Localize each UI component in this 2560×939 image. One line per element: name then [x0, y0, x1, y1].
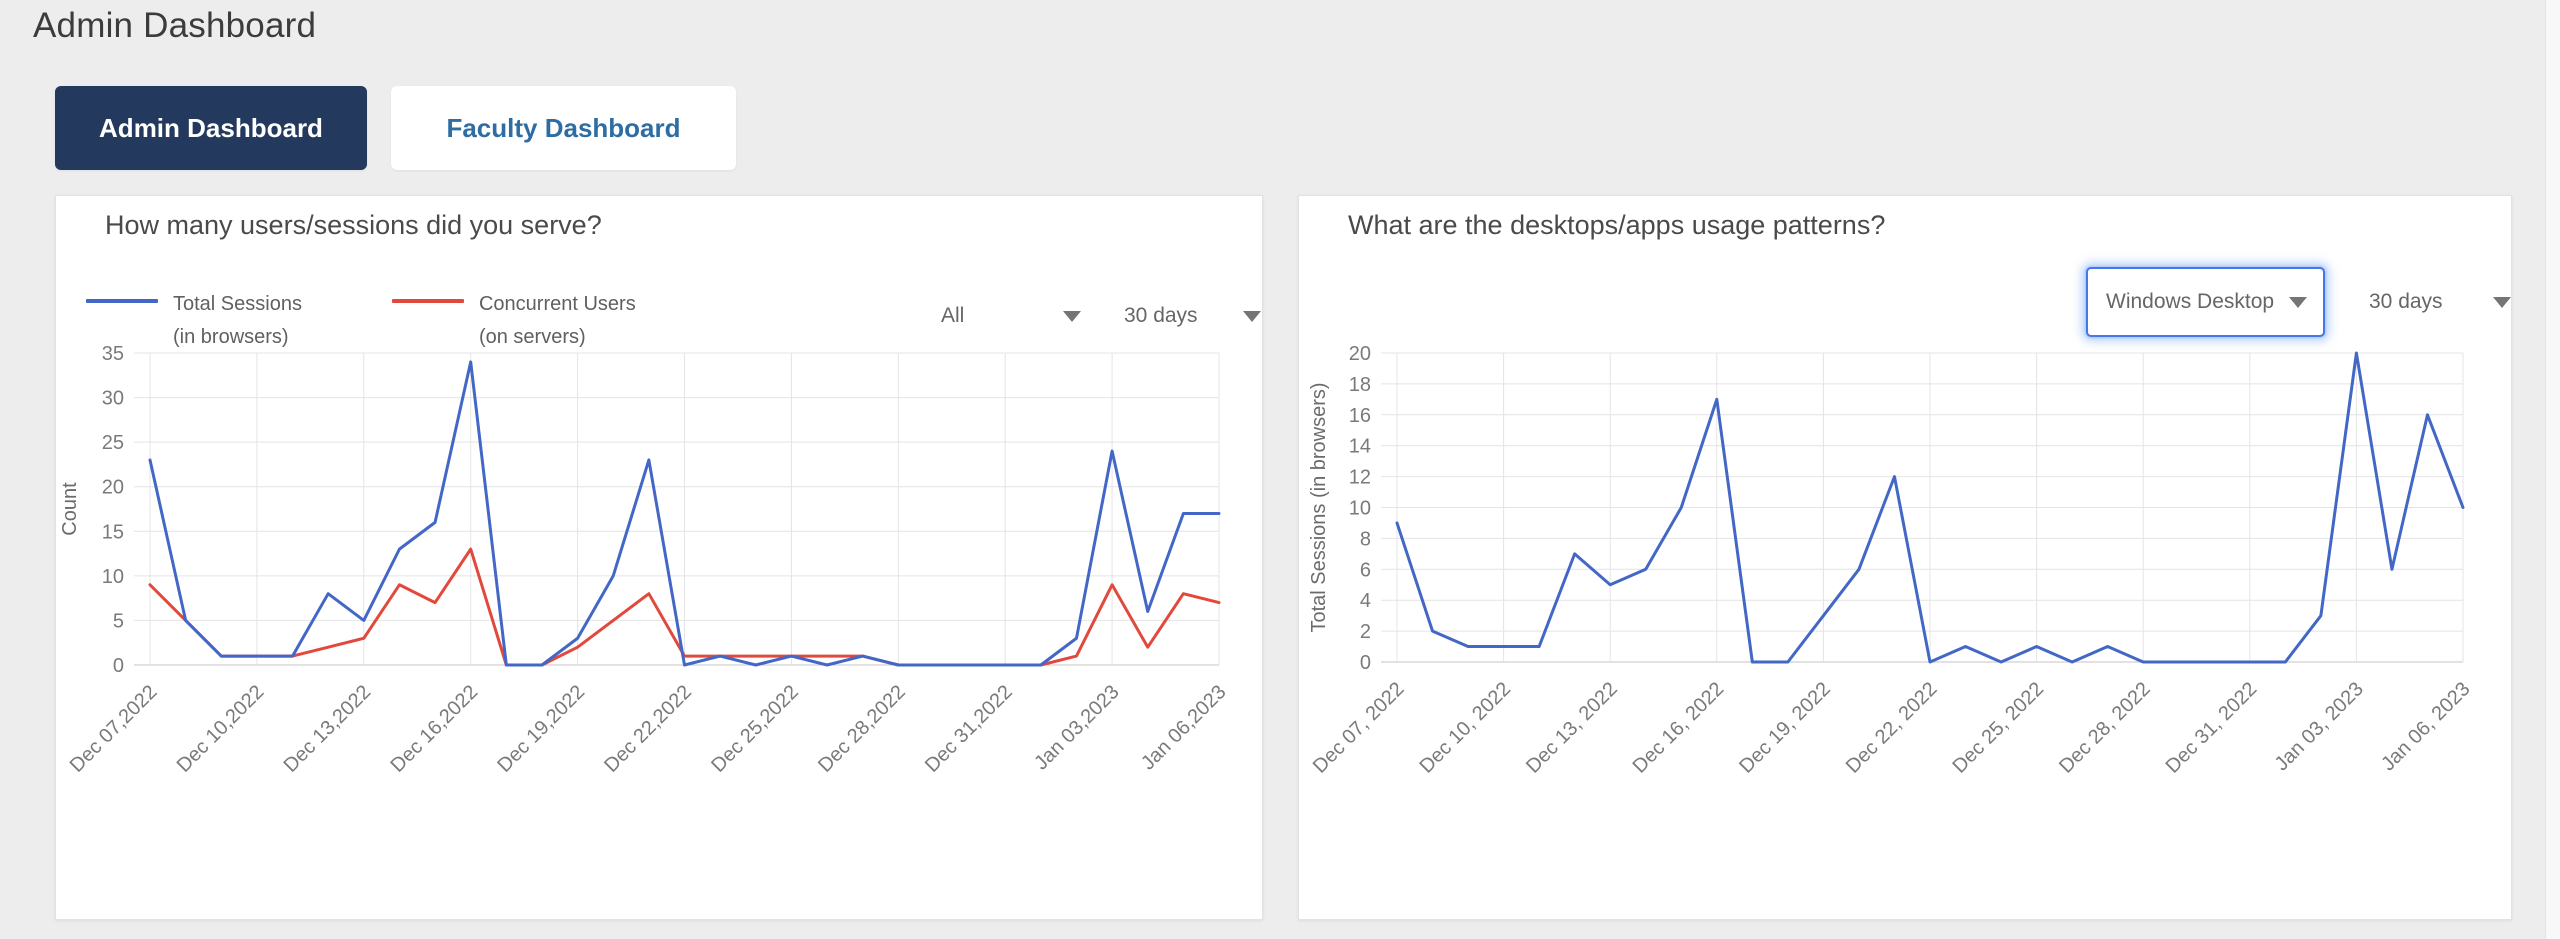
svg-text:6: 6 [1360, 559, 1371, 581]
svg-text:Dec 22, 2022: Dec 22, 2022 [1842, 678, 1942, 778]
vertical-scrollbar[interactable] [2545, 0, 2560, 939]
svg-text:Dec 28,2022: Dec 28,2022 [814, 681, 910, 777]
desktop-select[interactable]: Windows Desktop [2086, 267, 2325, 337]
svg-text:Dec 25, 2022: Dec 25, 2022 [1948, 678, 2048, 778]
desktop-select-value: Windows Desktop [2106, 290, 2275, 313]
svg-text:Jan 03, 2023: Jan 03, 2023 [2271, 678, 2368, 775]
svg-text:Dec 25,2022: Dec 25,2022 [707, 681, 803, 777]
svg-text:15: 15 [102, 521, 124, 543]
legend: Total Sessions (in browsers) Concurrent … [86, 288, 636, 354]
chevron-down-icon [2289, 296, 2307, 308]
legend-swatch-red [391, 299, 464, 303]
svg-text:Dec 31,2022: Dec 31,2022 [921, 681, 1017, 777]
range-select-value: 30 days [2369, 290, 2443, 313]
scope-select-value: All [941, 304, 965, 327]
range-select-value: 30 days [1124, 304, 1198, 327]
chevron-down-icon [2493, 296, 2511, 308]
svg-text:Total Sessions (in browsers): Total Sessions (in browsers) [1308, 382, 1330, 632]
svg-text:Dec 07, 2022: Dec 07, 2022 [1309, 678, 1409, 778]
svg-text:Dec 07,2022: Dec 07,2022 [66, 681, 162, 777]
chart-title: What are the desktops/apps usage pattern… [1348, 210, 1886, 240]
svg-text:16: 16 [1349, 405, 1371, 427]
svg-text:18: 18 [1349, 374, 1371, 396]
usage-chart-card: What are the desktops/apps usage pattern… [1298, 195, 2512, 920]
svg-text:12: 12 [1349, 467, 1371, 489]
sessions-chart-card: How many users/sessions did you serve? T… [55, 195, 1263, 920]
chevron-down-icon [1243, 310, 1261, 322]
svg-text:Dec 16,2022: Dec 16,2022 [386, 681, 482, 777]
svg-text:Jan 06, 2023: Jan 06, 2023 [2377, 678, 2474, 775]
svg-text:0: 0 [1360, 652, 1371, 674]
svg-text:Count: Count [59, 482, 81, 536]
svg-text:2: 2 [1360, 621, 1371, 643]
tab-admin-dashboard-label: Admin Dashboard [99, 112, 323, 143]
scope-select[interactable]: All [941, 299, 1081, 333]
tab-admin-dashboard[interactable]: Admin Dashboard [55, 86, 367, 170]
svg-text:20: 20 [1349, 343, 1371, 365]
svg-text:Dec 28, 2022: Dec 28, 2022 [2055, 678, 2155, 778]
svg-text:Dec 22,2022: Dec 22,2022 [600, 681, 696, 777]
usage-line-chart[interactable]: 0 2 4 6 8 10 12 14 16 18 20 Dec 07, 2022 Dec 10, 202… [1299, 196, 2513, 921]
svg-text:Dec 19, 2022: Dec 19, 2022 [1735, 678, 1835, 778]
legend-label: Total Sessions [173, 293, 302, 315]
svg-text:Dec 13, 2022: Dec 13, 2022 [1522, 678, 1622, 778]
svg-text:Dec 19,2022: Dec 19,2022 [493, 681, 589, 777]
page-title: Admin Dashboard [33, 6, 317, 45]
svg-text:Dec 13,2022: Dec 13,2022 [280, 681, 376, 777]
svg-text:Dec 10,2022: Dec 10,2022 [173, 681, 269, 777]
legend-label: (in browsers) [173, 326, 289, 348]
legend-label: Concurrent Users [478, 293, 636, 315]
svg-text:Dec 16, 2022: Dec 16, 2022 [1629, 678, 1729, 778]
legend-item-total-sessions: Total Sessions (in browsers) [86, 288, 302, 354]
legend-label: (on servers) [478, 326, 586, 348]
svg-text:Jan 03,2023: Jan 03,2023 [1030, 681, 1123, 774]
legend-item-concurrent-users: Concurrent Users (on servers) [391, 288, 636, 354]
svg-text:4: 4 [1360, 590, 1371, 612]
tab-faculty-dashboard-label: Faculty Dashboard [446, 112, 681, 143]
chevron-down-icon [1063, 310, 1081, 322]
svg-text:20: 20 [102, 477, 124, 499]
chart-title: How many users/sessions did you serve? [105, 210, 602, 240]
svg-text:Jan 06,2023: Jan 06,2023 [1137, 681, 1230, 774]
range-select-right[interactable]: 30 days [2369, 285, 2511, 319]
svg-text:8: 8 [1360, 528, 1371, 550]
tab-faculty-dashboard[interactable]: Faculty Dashboard [391, 86, 736, 170]
svg-text:Dec 31, 2022: Dec 31, 2022 [2162, 678, 2262, 778]
svg-text:35: 35 [102, 343, 124, 365]
svg-text:Dec 10, 2022: Dec 10, 2022 [1415, 678, 1515, 778]
range-select-left[interactable]: 30 days [1124, 299, 1261, 333]
svg-text:10: 10 [102, 566, 124, 588]
svg-text:14: 14 [1349, 436, 1371, 458]
svg-text:5: 5 [113, 610, 124, 632]
svg-text:30: 30 [102, 388, 124, 410]
svg-text:0: 0 [113, 655, 124, 677]
svg-text:25: 25 [102, 432, 124, 454]
legend-swatch-blue [86, 299, 158, 303]
svg-text:10: 10 [1349, 498, 1371, 520]
